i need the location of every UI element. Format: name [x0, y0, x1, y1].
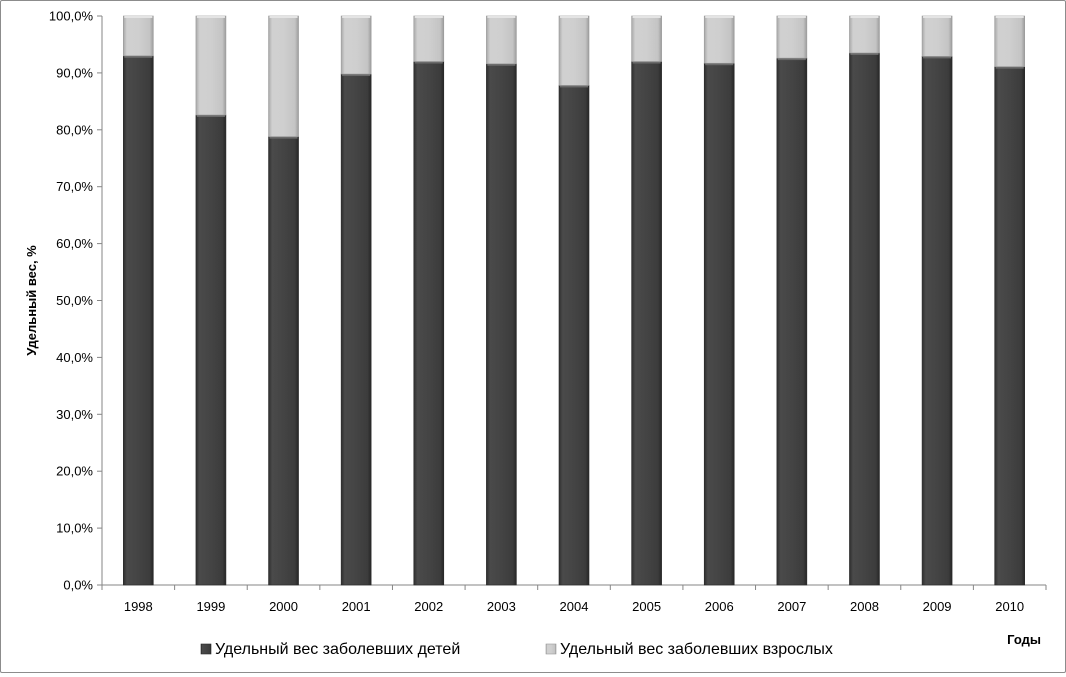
bar-adults-2007: [776, 15, 808, 59]
y-tick-label: 90,0%: [56, 65, 93, 80]
bar-segment-bevel: [777, 16, 806, 18]
x-tick-label-2003: 2003: [487, 599, 516, 614]
bar-segment-bevel: [705, 16, 734, 18]
y-tick-label: 10,0%: [56, 521, 93, 536]
bar-children-2003: [486, 63, 517, 586]
bar-segment-bevel: [342, 74, 371, 77]
x-tick-label-2005: 2005: [632, 599, 661, 614]
bar-segment-bevel: [632, 61, 661, 64]
bar-segment-bevel: [923, 16, 952, 18]
bar-segment-bevel: [995, 66, 1024, 69]
bar-segment-bevel: [124, 16, 153, 18]
bar-segment-bevel: [124, 55, 153, 58]
bar-segment-bevel: [342, 16, 371, 18]
legend-swatch: [200, 643, 212, 655]
y-tick-label: 30,0%: [56, 407, 93, 422]
x-tick-label-2004: 2004: [560, 599, 589, 614]
bar-adults-2000: [268, 15, 299, 137]
x-tick-label-2002: 2002: [414, 599, 443, 614]
bar-adults-2008: [849, 15, 880, 54]
bar-segment-bevel: [560, 85, 588, 88]
y-tick-label: 100,0%: [49, 9, 94, 24]
bar-adults-2004: [558, 15, 590, 86]
bar-children-2010: [994, 66, 1025, 586]
x-tick-label-2009: 2009: [923, 599, 952, 614]
bar-children-2001: [340, 73, 372, 586]
bar-adults-1999: [195, 15, 227, 116]
bar-segment-bevel: [414, 16, 443, 18]
bar-segment-bevel: [487, 63, 516, 66]
legend-swatch: [545, 643, 557, 655]
y-tick-label: 20,0%: [56, 464, 93, 479]
y-tick-label: 80,0%: [56, 122, 93, 137]
y-tick-label: 50,0%: [56, 293, 93, 308]
bar-segment-bevel: [705, 63, 734, 66]
y-tick-label: 40,0%: [56, 350, 93, 365]
y-tick-label: 70,0%: [56, 179, 93, 194]
bar-segment-bevel: [777, 58, 806, 61]
x-tick-label-2006: 2006: [705, 599, 734, 614]
bar-adults-2010: [994, 15, 1025, 67]
bar-segment-bevel: [632, 16, 661, 18]
x-tick-label-2007: 2007: [777, 599, 806, 614]
x-tick-label-2008: 2008: [850, 599, 879, 614]
bar-adults-2009: [921, 15, 953, 57]
bar-segment-bevel: [560, 16, 588, 18]
bar-children-2006: [703, 62, 735, 586]
bar-adults-1998: [123, 15, 154, 57]
bar-segment-bevel: [196, 16, 225, 18]
bar-segment-bevel: [487, 16, 516, 18]
legend-label: Удельный вес заболевших взрослых: [560, 641, 833, 658]
bar-segment-bevel: [923, 56, 952, 59]
x-tick-label-2010: 2010: [995, 599, 1024, 614]
bar-children-2005: [631, 61, 662, 586]
bar-children-2002: [413, 61, 445, 586]
bar-segment-bevel: [196, 115, 225, 118]
bar-children-1998: [123, 55, 154, 586]
bar-segment-bevel: [850, 16, 879, 18]
bar-children-2009: [921, 56, 953, 586]
x-tick-label-1998: 1998: [124, 599, 153, 614]
bar-children-2000: [268, 136, 299, 586]
bar-segment-bevel: [269, 136, 298, 139]
x-tick-label-2000: 2000: [269, 599, 298, 614]
bar-children-2004: [558, 85, 590, 586]
legend-item-children: Удельный вес заболевших детей: [200, 641, 460, 658]
bar-children-2007: [776, 57, 808, 586]
bar-adults-2005: [631, 15, 662, 62]
bar-adults-2001: [340, 15, 372, 75]
legend-item-adults: Удельный вес заболевших взрослых: [545, 641, 833, 658]
bar-adults-2002: [413, 15, 445, 62]
y-axis-title: Удельный вес, %: [24, 245, 39, 356]
bar-adults-2006: [703, 15, 735, 64]
bar-segment-bevel: [850, 52, 879, 55]
y-tick-label: 60,0%: [56, 236, 93, 251]
y-tick-label: 0,0%: [63, 578, 93, 593]
bar-segment-bevel: [995, 16, 1024, 18]
legend-label: Удельный вес заболевших детей: [215, 641, 460, 658]
bar-children-2008: [849, 52, 880, 586]
x-tick-label-1999: 1999: [196, 599, 225, 614]
bar-children-1999: [195, 114, 227, 586]
bar-adults-2003: [486, 15, 517, 65]
bar-segment-bevel: [414, 61, 443, 64]
bar-segment-bevel: [269, 16, 298, 18]
x-axis-title: Годы: [1007, 632, 1041, 647]
x-tick-label-2001: 2001: [342, 599, 371, 614]
